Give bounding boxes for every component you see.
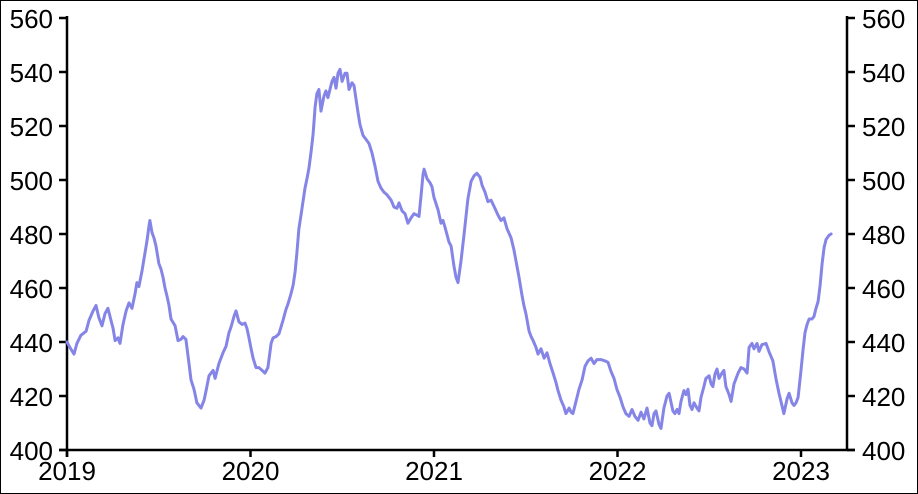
- y-tick-label-left: 520: [10, 112, 53, 142]
- y-tick-label-left: 420: [10, 382, 53, 412]
- x-tick-label: 2020: [222, 456, 280, 486]
- y-tick-label-left: 400: [10, 436, 53, 466]
- y-tick-label-right: 540: [862, 58, 905, 88]
- x-tick-label: 2019: [38, 456, 96, 486]
- y-tick-label-left: 500: [10, 166, 53, 196]
- y-tick-label-left: 460: [10, 274, 53, 304]
- y-tick-label-right: 500: [862, 166, 905, 196]
- y-tick-label-right: 520: [862, 112, 905, 142]
- y-tick-label-left: 480: [10, 220, 53, 250]
- x-tick-label: 2021: [405, 456, 463, 486]
- x-tick-label: 2023: [772, 456, 830, 486]
- y-tick-label-left: 440: [10, 328, 53, 358]
- y-tick-label-right: 460: [862, 274, 905, 304]
- y-tick-label-left: 540: [10, 58, 53, 88]
- y-tick-label-right: 400: [862, 436, 905, 466]
- y-tick-label-right: 480: [862, 220, 905, 250]
- y-tick-label-left: 560: [10, 4, 53, 34]
- y-tick-label-right: 440: [862, 328, 905, 358]
- x-tick-label: 2022: [589, 456, 647, 486]
- y-tick-label-right: 560: [862, 4, 905, 34]
- price-line: [65, 67, 833, 430]
- y-tick-label-right: 420: [862, 382, 905, 412]
